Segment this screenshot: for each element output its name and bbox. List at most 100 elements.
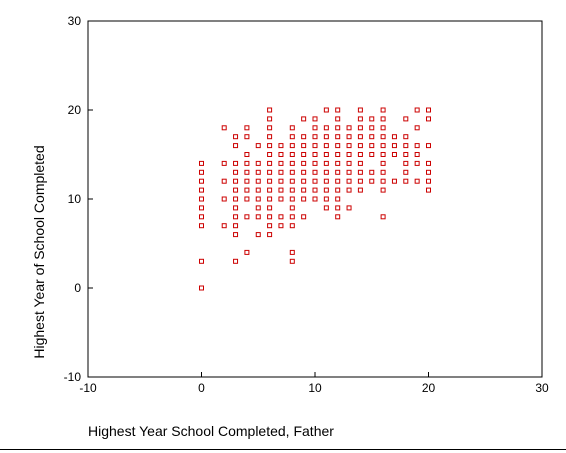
data-point — [369, 152, 375, 157]
data-point — [278, 187, 284, 193]
x-axis-title: Highest Year School Completed, Father — [88, 423, 334, 439]
data-point — [233, 196, 239, 202]
data-point — [267, 232, 273, 238]
data-point — [267, 107, 273, 113]
data-point — [380, 169, 386, 175]
data-point — [267, 187, 273, 193]
data-point — [199, 205, 204, 211]
data-point — [255, 178, 261, 184]
data-point — [255, 196, 261, 202]
data-point — [267, 196, 273, 202]
data-point — [312, 196, 318, 202]
data-point — [335, 134, 341, 140]
data-point — [244, 249, 250, 255]
data-point — [403, 178, 409, 184]
data-point — [323, 160, 329, 166]
data-point — [244, 169, 250, 175]
data-point — [244, 152, 250, 157]
data-point — [323, 152, 329, 157]
data-point — [255, 205, 261, 211]
data-point — [369, 125, 375, 131]
x-tick-label: 30 — [535, 381, 549, 395]
data-point — [233, 205, 239, 211]
data-point — [335, 196, 341, 202]
data-point — [233, 187, 239, 193]
data-point — [346, 160, 352, 166]
data-point — [380, 125, 386, 131]
data-point — [312, 116, 318, 122]
data-point — [199, 160, 204, 166]
data-point — [357, 152, 363, 157]
data-point — [426, 178, 431, 184]
data-point — [199, 258, 204, 264]
data-point — [346, 143, 352, 149]
data-point — [380, 116, 386, 122]
data-point — [323, 143, 329, 149]
data-point — [312, 152, 318, 157]
data-point — [312, 169, 318, 175]
data-point — [289, 134, 295, 140]
data-point — [403, 143, 409, 149]
data-point — [221, 160, 227, 166]
data-point — [301, 160, 307, 166]
data-point — [369, 143, 375, 149]
data-point — [346, 134, 352, 140]
data-point — [391, 178, 397, 184]
data-point — [233, 134, 239, 140]
data-point — [380, 107, 386, 113]
bottom-rule — [0, 449, 566, 450]
data-point — [289, 125, 295, 131]
data-point — [414, 125, 420, 131]
data-point — [357, 143, 363, 149]
data-point — [221, 196, 227, 202]
data-point — [233, 169, 239, 175]
data-point — [335, 107, 341, 113]
data-point — [301, 178, 307, 184]
data-point — [323, 169, 329, 175]
data-point — [380, 152, 386, 157]
data-point — [278, 152, 284, 157]
data-point — [278, 223, 284, 229]
data-point — [414, 107, 420, 113]
data-point — [346, 152, 352, 157]
data-point — [199, 285, 204, 291]
data-point — [335, 116, 341, 122]
data-point — [335, 152, 341, 157]
data-point — [312, 143, 318, 149]
data-point — [380, 160, 386, 166]
data-point — [335, 169, 341, 175]
data-point — [255, 214, 261, 220]
data-point — [289, 205, 295, 211]
data-point — [380, 214, 386, 220]
data-point — [199, 196, 204, 202]
data-point — [369, 169, 375, 175]
data-point — [391, 143, 397, 149]
data-point — [301, 143, 307, 149]
data-point — [391, 134, 397, 140]
data-point — [335, 143, 341, 149]
data-point — [221, 223, 227, 229]
data-point — [301, 187, 307, 193]
data-point — [335, 125, 341, 131]
data-point — [426, 187, 431, 193]
y-tick-label: -10 — [64, 370, 82, 384]
data-point — [301, 134, 307, 140]
data-point — [346, 178, 352, 184]
data-point — [244, 178, 250, 184]
data-point — [426, 160, 431, 166]
data-point — [312, 125, 318, 131]
data-point — [255, 169, 261, 175]
data-point — [426, 116, 431, 122]
data-point — [312, 134, 318, 140]
data-points — [199, 107, 431, 291]
data-point — [233, 143, 239, 149]
data-point — [221, 178, 227, 184]
y-tick-label: 30 — [68, 14, 82, 28]
data-point — [335, 160, 341, 166]
data-point — [323, 187, 329, 193]
data-point — [255, 143, 261, 149]
data-point — [357, 134, 363, 140]
data-point — [301, 169, 307, 175]
data-point — [289, 178, 295, 184]
x-tick-label: 0 — [198, 381, 205, 395]
